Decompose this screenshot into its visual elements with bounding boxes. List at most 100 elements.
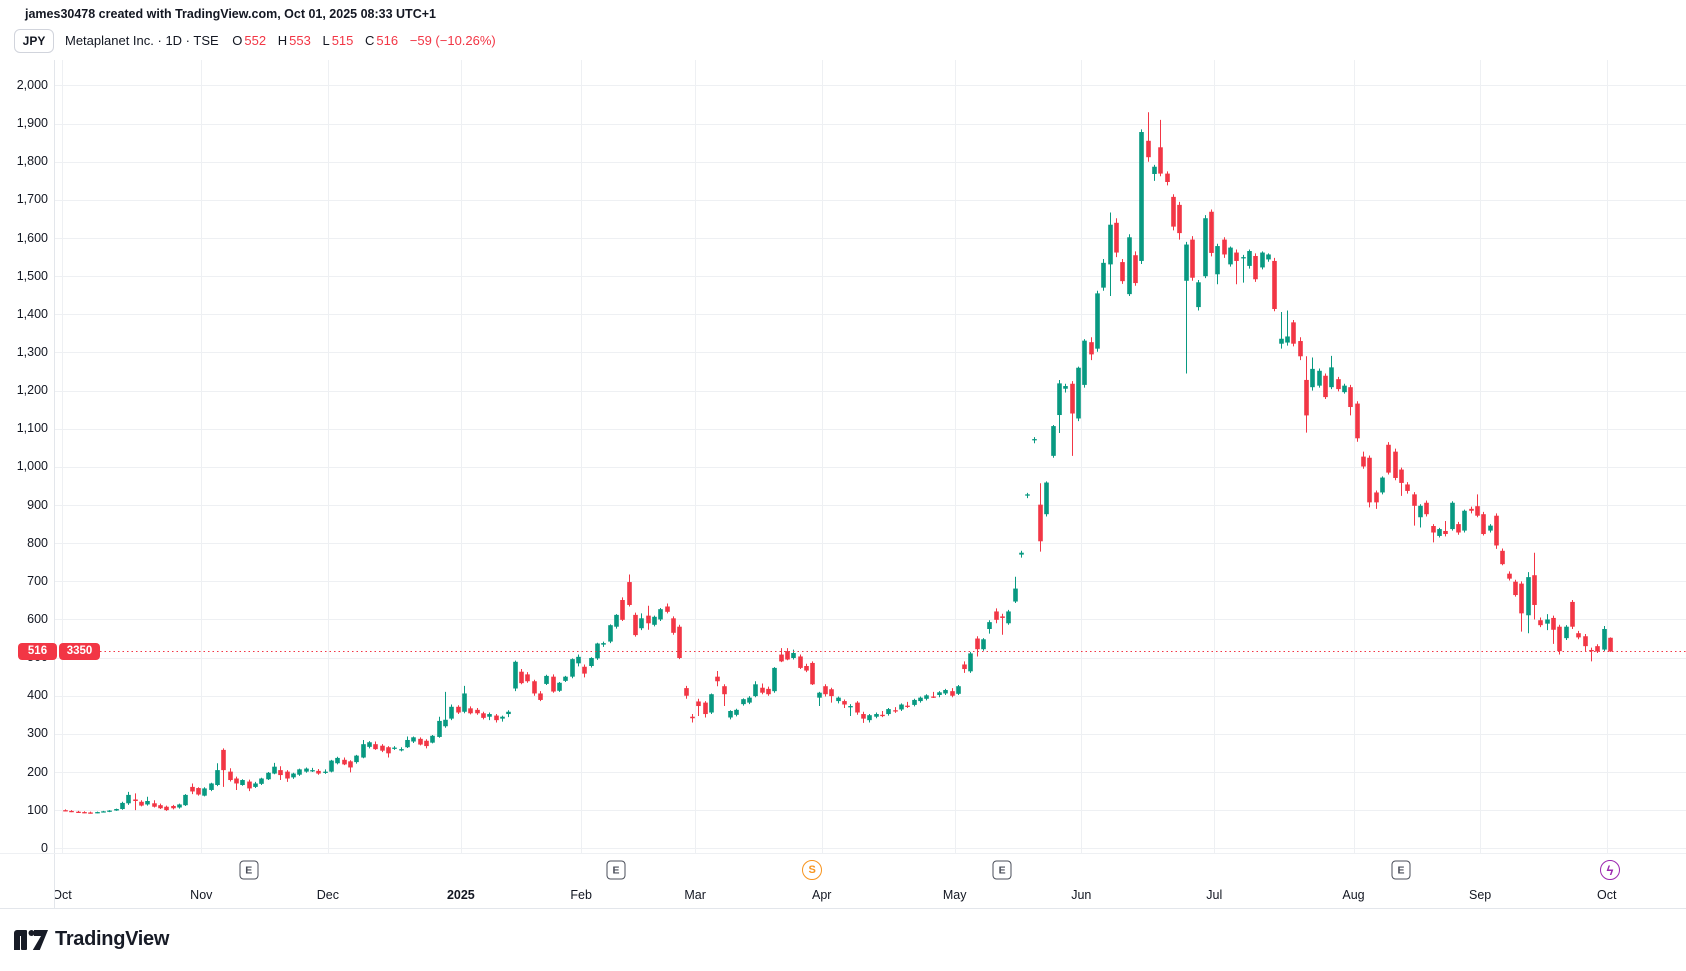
candle[interactable] <box>506 710 511 718</box>
candle[interactable] <box>1323 373 1328 400</box>
candle[interactable] <box>867 714 872 723</box>
candle[interactable] <box>278 766 283 781</box>
time-axis[interactable]: Oct Nov Dec 2025 Feb Mar Apr May Jun Jul Aug Sep Oct <box>55 885 1686 908</box>
candle[interactable] <box>1342 383 1347 394</box>
candle[interactable] <box>1399 467 1404 496</box>
candle[interactable] <box>741 698 746 706</box>
candle[interactable] <box>646 605 651 630</box>
candle[interactable] <box>1310 357 1315 391</box>
candle[interactable] <box>1475 494 1480 518</box>
candle[interactable] <box>1374 490 1379 509</box>
candle[interactable] <box>1462 509 1467 533</box>
candle[interactable] <box>1234 249 1239 285</box>
candle[interactable] <box>253 781 258 789</box>
candle[interactable] <box>304 767 309 773</box>
candle[interactable] <box>240 779 245 786</box>
candle[interactable] <box>1190 236 1195 281</box>
candle[interactable] <box>753 681 758 698</box>
candle[interactable] <box>266 772 271 781</box>
candle[interactable] <box>981 638 986 651</box>
candle[interactable] <box>950 688 955 698</box>
candle[interactable] <box>728 710 733 720</box>
candle[interactable] <box>487 712 492 721</box>
candle[interactable] <box>1177 201 1182 240</box>
candle[interactable] <box>513 660 518 692</box>
candle[interactable] <box>1412 492 1417 526</box>
candle[interactable] <box>88 811 93 814</box>
currency-button[interactable]: JPY <box>14 29 54 53</box>
candle[interactable] <box>1253 253 1258 282</box>
candle[interactable] <box>987 620 992 634</box>
candle[interactable] <box>772 667 777 693</box>
candle[interactable] <box>589 657 594 668</box>
candle[interactable] <box>1538 617 1543 628</box>
candle[interactable] <box>1519 581 1524 632</box>
candle[interactable] <box>994 608 999 624</box>
candle[interactable] <box>1393 448 1398 481</box>
candle[interactable] <box>1146 112 1151 162</box>
candle[interactable] <box>1196 280 1201 311</box>
candle[interactable] <box>956 685 961 695</box>
candle[interactable] <box>893 707 898 713</box>
candle[interactable] <box>1038 483 1043 552</box>
candle[interactable] <box>1469 506 1474 514</box>
candle[interactable] <box>962 661 967 673</box>
candle[interactable] <box>1570 600 1575 629</box>
candle[interactable] <box>1557 624 1562 655</box>
candle[interactable] <box>684 685 689 699</box>
candle[interactable] <box>1595 644 1600 654</box>
candle[interactable] <box>348 760 353 773</box>
candle[interactable] <box>848 704 853 716</box>
candle[interactable] <box>1424 500 1429 517</box>
candle[interactable] <box>1222 237 1227 258</box>
candle[interactable] <box>1089 337 1094 361</box>
candle[interactable] <box>1336 376 1341 392</box>
candle[interactable] <box>633 612 638 637</box>
candle[interactable] <box>968 651 973 673</box>
candle[interactable] <box>905 701 910 708</box>
candle[interactable] <box>1171 194 1176 231</box>
candle[interactable] <box>538 691 543 702</box>
candle[interactable] <box>215 763 220 787</box>
candle[interactable] <box>785 648 790 661</box>
candle[interactable] <box>1266 253 1271 262</box>
candle[interactable] <box>392 746 397 750</box>
candle[interactable] <box>1019 550 1024 558</box>
candle[interactable] <box>1348 384 1353 416</box>
candle[interactable] <box>665 603 670 614</box>
candle[interactable] <box>532 679 537 696</box>
candle[interactable] <box>1076 366 1081 422</box>
candle[interactable] <box>1260 251 1265 270</box>
candle[interactable] <box>126 791 131 805</box>
candle[interactable] <box>1051 424 1056 458</box>
candle[interactable] <box>1405 482 1410 494</box>
candle[interactable] <box>842 699 847 708</box>
candle[interactable] <box>297 768 302 776</box>
candle[interactable] <box>285 770 290 782</box>
candle[interactable] <box>164 805 169 811</box>
candle[interactable] <box>1450 501 1455 531</box>
candle[interactable] <box>1431 524 1436 543</box>
candle[interactable] <box>1032 437 1037 444</box>
candle[interactable] <box>658 608 663 621</box>
candle[interactable] <box>975 636 980 657</box>
candle[interactable] <box>924 694 929 701</box>
candle[interactable] <box>639 613 644 631</box>
candle[interactable] <box>690 714 695 723</box>
candle[interactable] <box>880 710 885 718</box>
candle[interactable] <box>595 642 600 660</box>
candle[interactable] <box>931 691 936 699</box>
candle[interactable] <box>836 696 841 704</box>
candle[interactable] <box>386 746 391 758</box>
candle[interactable] <box>608 624 613 644</box>
candle[interactable] <box>1317 368 1322 388</box>
candle[interactable] <box>760 683 765 695</box>
candle[interactable] <box>1532 552 1537 620</box>
candle[interactable] <box>696 698 701 716</box>
candle[interactable] <box>342 757 347 766</box>
candle[interactable] <box>76 810 81 813</box>
candle[interactable] <box>1564 625 1569 641</box>
candle[interactable] <box>1120 259 1125 284</box>
candle[interactable] <box>411 736 416 744</box>
candle[interactable] <box>456 705 461 715</box>
